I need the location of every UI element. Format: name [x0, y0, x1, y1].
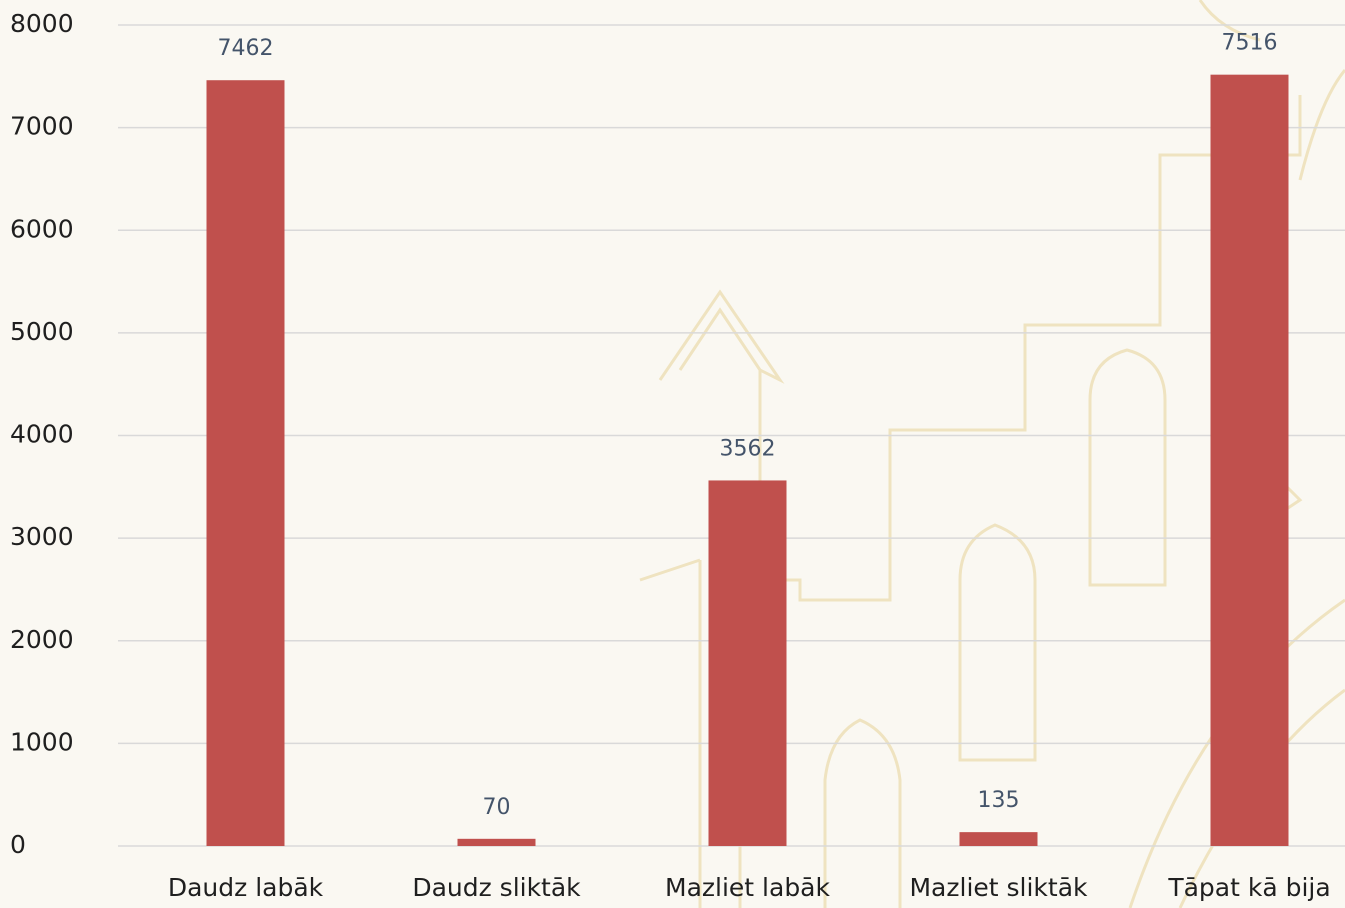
bar	[708, 480, 787, 846]
bar	[206, 80, 285, 846]
y-tick-label: 4000	[10, 420, 74, 449]
bar	[457, 838, 536, 846]
x-tick-label: Tāpat kā bija	[1167, 873, 1330, 902]
y-tick-label: 2000	[10, 625, 74, 654]
bar	[959, 832, 1038, 846]
x-tick-label: Mazliet sliktāk	[909, 873, 1088, 902]
y-tick-label: 1000	[10, 727, 74, 756]
x-tick-label: Daudz labāk	[168, 873, 324, 902]
value-label: 7462	[218, 36, 274, 61]
y-tick-label: 3000	[10, 522, 74, 551]
x-tick-label: Daudz sliktāk	[412, 873, 581, 902]
value-label: 70	[483, 795, 511, 820]
value-label: 3562	[720, 436, 776, 461]
value-label: 135	[978, 788, 1020, 813]
y-tick-label: 7000	[10, 112, 74, 141]
plot-area: 0 1000 2000 3000 4000 5000 6000 7000 8000 7462 Dau…	[10, 9, 1345, 902]
value-label: 7516	[1222, 31, 1278, 56]
bar	[1210, 74, 1289, 846]
y-tick-label: 8000	[10, 9, 74, 38]
y-tick-label: 0	[10, 830, 26, 859]
x-tick-label: Mazliet labāk	[665, 873, 830, 902]
y-tick-label: 5000	[10, 317, 74, 346]
y-tick-label: 6000	[10, 214, 74, 243]
